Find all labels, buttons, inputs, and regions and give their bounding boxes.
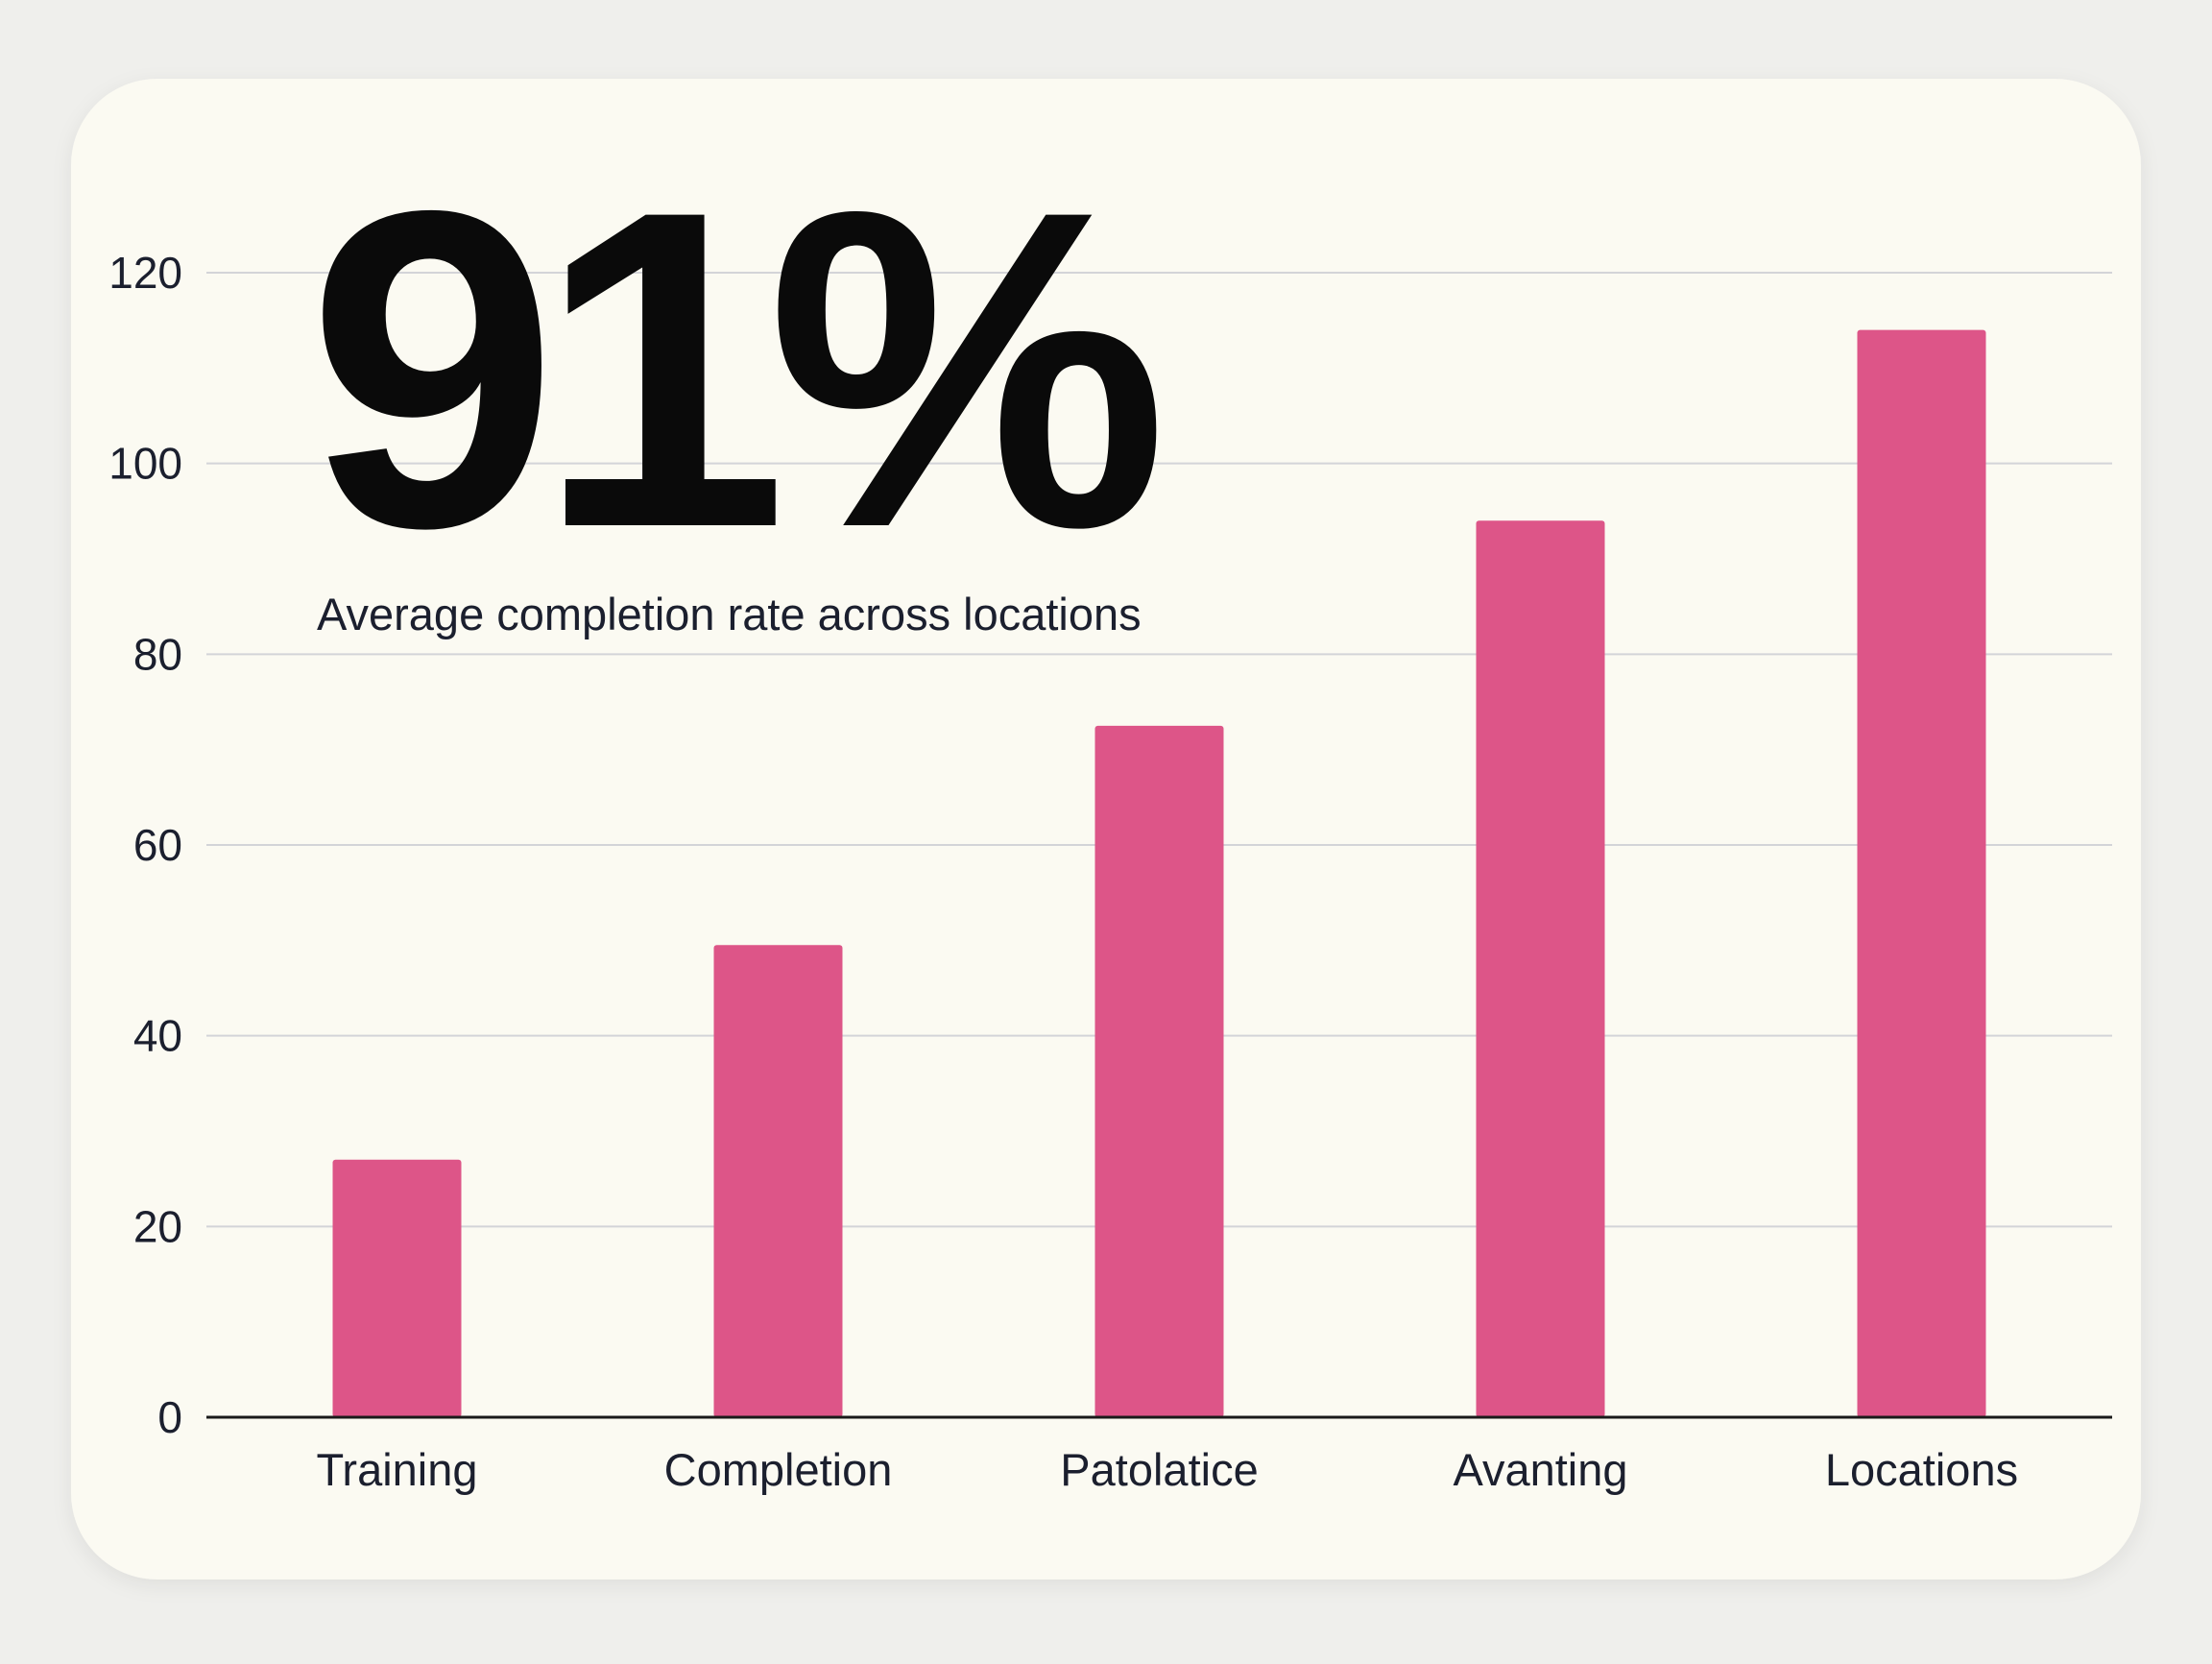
y-tick-label: 100 [108, 439, 182, 489]
bars [332, 329, 1986, 1418]
kpi-caption: Average completion rate across locations [317, 589, 1142, 639]
y-axis-tick-labels: 0 20 40 60 80 100 120 [108, 248, 182, 1442]
bar-locations [1857, 329, 1986, 1418]
y-tick-label: 60 [133, 820, 182, 870]
bar-avanting [1476, 520, 1605, 1417]
y-tick-label: 120 [108, 248, 182, 298]
y-tick-label: 40 [133, 1011, 182, 1061]
x-tick-label: Locations [1825, 1444, 2018, 1495]
kpi-value: 91% [307, 117, 1168, 621]
bar-training [332, 1159, 462, 1417]
x-tick-label: Training [316, 1444, 477, 1495]
x-tick-label: Patolatice [1060, 1444, 1258, 1495]
x-axis-tick-labels: Training Completion Patolatice Avanting Loca… [316, 1444, 2018, 1495]
y-tick-label: 0 [157, 1392, 182, 1442]
x-tick-label: Avanting [1453, 1444, 1627, 1495]
x-tick-label: Completion [664, 1444, 893, 1495]
y-tick-label: 80 [133, 629, 182, 679]
y-tick-label: 20 [133, 1201, 182, 1251]
bar-completion [713, 945, 843, 1417]
bar-patolatice [1094, 725, 1224, 1417]
